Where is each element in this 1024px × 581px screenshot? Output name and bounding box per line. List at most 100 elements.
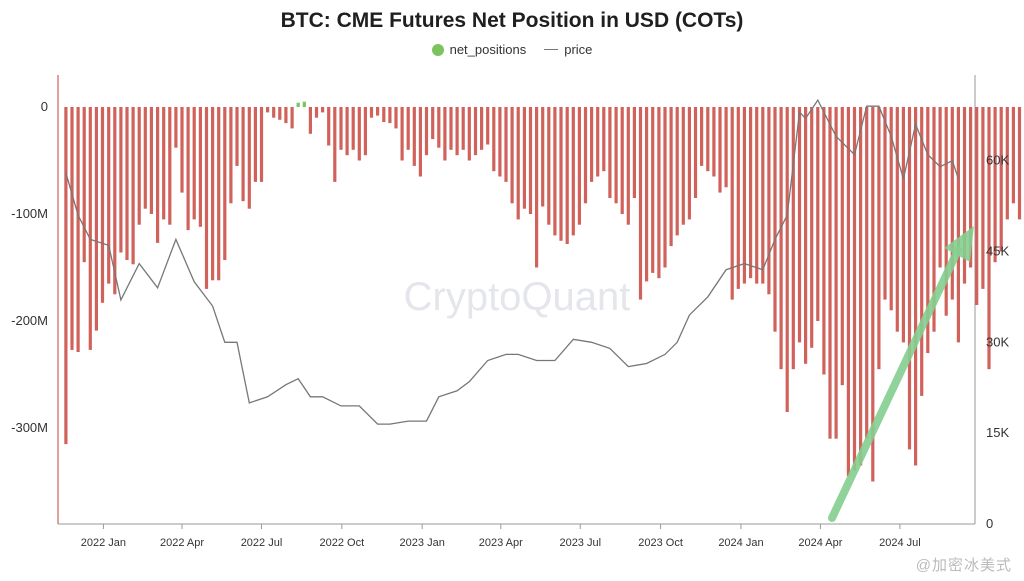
bar-net-position [204,107,209,289]
bar-net-position [797,107,802,343]
bar-net-position [278,107,282,120]
x-tick-label: 2024 Apr [798,537,842,549]
y-right-tick-label: 30K [986,334,1009,349]
bar-net-position [596,107,600,177]
bar-net-position [950,107,954,300]
bar-net-position [730,107,734,300]
bar-net-position [865,107,869,439]
bar-net-position [498,107,502,177]
bar-net-position [1017,107,1022,220]
bar-net-position [64,107,68,445]
bar-net-position [168,107,172,225]
bar-net-position [467,107,471,161]
bar-net-position [620,107,624,214]
bar-net-position [394,107,398,129]
bar-net-position [822,107,826,375]
bar-net-position [706,107,710,172]
bar-net-position [663,107,667,268]
bar-net-position [981,107,985,289]
bar-net-position [76,107,80,352]
bar-net-position [999,107,1003,252]
y-left-tick-label: -200M [11,313,48,328]
bar-net-position [1011,107,1015,204]
y-left-tick-label: -300M [11,420,48,435]
legend-label-net-positions: net_positions [449,42,527,57]
bar-net-position [217,107,221,281]
bar-net-position [382,107,386,122]
bar-net-position [528,107,533,214]
bar-net-position [259,107,264,182]
bar-net-position [657,107,661,279]
chart-legend: net_positions price [0,42,1024,57]
bar-net-position [590,107,594,182]
x-tick-label: 2024 Jan [718,537,763,549]
bar-net-position [944,107,948,316]
bar-net-position [645,107,649,282]
y-left-tick-label: -100M [11,206,48,221]
bar-net-position [125,107,129,260]
bar-net-position [107,107,111,284]
bar-net-position [418,107,422,177]
x-tick-label: 2023 Oct [638,537,683,549]
y-left-tick-label: 0 [41,99,48,114]
bar-net-position [895,107,899,332]
bar-net-position [308,107,312,134]
bar-net-position [1005,107,1009,220]
bar-net-position [522,107,526,209]
bar-net-position [834,107,838,439]
bar-net-position [376,107,380,116]
x-tick-label: 2022 Jan [81,537,126,549]
bar-net-position [198,107,202,227]
bar-net-position [810,107,814,348]
bar-net-position [345,107,349,156]
bar-net-position [626,107,630,225]
bar-net-position [565,107,569,244]
bar-net-position [70,107,74,350]
bar-net-position [553,107,557,236]
bar-net-position [816,107,820,321]
bar-net-position [840,107,844,386]
bar-net-position [761,107,765,284]
bar-net-position [492,107,496,172]
bar-net-position [82,107,86,263]
bar-net-position [412,107,416,166]
bar-net-position [302,101,306,108]
bar-net-position [779,107,783,370]
bar-net-position [681,107,685,225]
bar-net-position [712,107,716,177]
bar-net-position [388,107,392,124]
bar-net-position [223,107,227,260]
bar-net-position [516,107,520,220]
bar-net-position [718,107,722,193]
bar-net-position [290,107,294,129]
bar-net-position [455,107,459,156]
bar-net-position [859,107,863,466]
bar-net-position [956,107,960,343]
bar-net-position [577,107,581,225]
bar-net-position [363,107,367,156]
bar-net-position [773,107,777,332]
bar-net-position [113,107,117,295]
bar-net-position [901,107,905,343]
bar-net-position [449,107,453,150]
y-right-tick-label: 45K [986,244,1009,259]
bar-net-position [669,107,673,247]
legend-item-price[interactable]: price [544,42,592,57]
bar-net-position [920,107,924,396]
bar-net-position [651,107,655,273]
weibo-watermark: @加密冰美式 [915,557,1012,574]
bar-net-position [272,107,276,118]
bar-net-position [938,107,942,268]
x-tick-label: 2022 Oct [320,537,365,549]
x-tick-label: 2023 Jan [400,537,445,549]
bar-net-position [461,107,465,150]
bar-net-position [883,107,887,300]
legend-item-net-positions[interactable]: net_positions [431,42,527,57]
bar-net-position [180,107,184,193]
bar-net-position [687,107,691,220]
legend-swatch-price [544,49,559,50]
bar-net-position [137,107,141,225]
bar-net-position [400,107,404,161]
bar-net-position [767,107,771,295]
bar-net-position [333,107,337,182]
